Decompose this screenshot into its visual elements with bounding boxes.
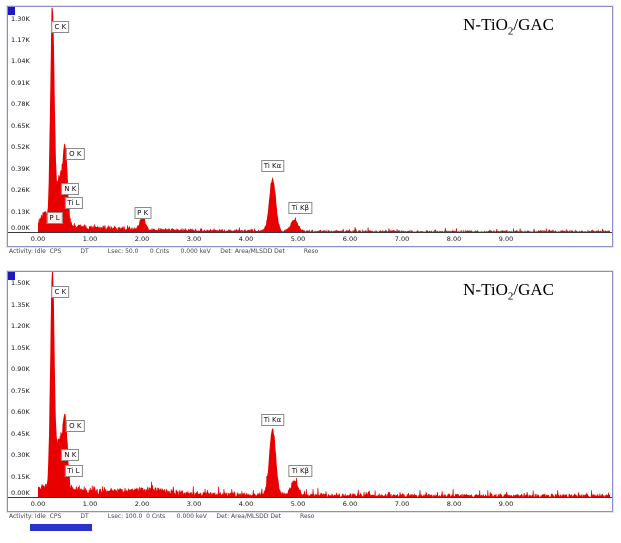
x-tick-label: 0.00 <box>30 235 46 243</box>
x-tick-label: 7.00 <box>394 500 410 508</box>
y-tick-label: 0.78K <box>11 100 30 109</box>
y-tick-label: 0.65K <box>11 121 30 130</box>
x-tick-label: 1.00 <box>82 235 98 243</box>
plot-frame: 1.30K 1.17K 1.04K 0.91K 0.78K 0.65K 0.52K 0.39K… <box>7 6 613 247</box>
chart-title: N-TiO2/GAC <box>463 280 554 302</box>
y-tick-label: 0.39K <box>11 164 30 173</box>
x-tick-label: 4.00 <box>238 500 254 508</box>
plot-frame: 1.50K 1.35K 1.20K 1.05K 0.90K 0.75K 0.60K 0.45K… <box>7 271 613 512</box>
y-tick-label: 0.90K <box>11 365 30 374</box>
spectrum-curve <box>38 272 610 498</box>
peak-label: C K <box>51 285 70 298</box>
peak-label: P K <box>134 206 152 219</box>
y-tick-label: 1.05K <box>11 343 30 352</box>
y-tick-label: 1.30K <box>11 14 30 23</box>
corner-marker <box>8 7 15 15</box>
y-axis: 1.30K 1.17K 1.04K 0.91K 0.78K 0.65K 0.52K 0.39K… <box>8 7 38 233</box>
x-tick-label: 2.00 <box>134 235 150 243</box>
y-tick-label: 0.00K <box>11 224 30 232</box>
y-tick-label: 0.52K <box>11 143 30 152</box>
y-tick-label: 1.35K <box>11 300 30 309</box>
peak-label: N K <box>61 448 80 461</box>
peak-label: Ti Kα <box>260 414 285 427</box>
x-tick-label: 9.00 <box>498 500 514 508</box>
y-tick-label: 0.13K <box>11 207 30 216</box>
peak-label: Ti L <box>64 197 83 210</box>
status-bar: Activity: Idle CPS DT Lsec: 50.0 0 Cnts … <box>9 248 319 255</box>
y-tick-label: 1.04K <box>11 57 30 66</box>
x-tick-label: 2.00 <box>134 500 150 508</box>
x-tick-label: 8.00 <box>446 500 462 508</box>
y-tick-label: 1.20K <box>11 322 30 331</box>
peak-label: Ti L <box>64 464 83 477</box>
peak-label: C K <box>51 20 70 33</box>
plot-area: 1.30K 1.17K 1.04K 0.91K 0.78K 0.65K 0.52K 0.39K… <box>8 7 612 233</box>
y-tick-label: 0.91K <box>11 78 30 87</box>
x-tick-label: 3.00 <box>186 500 202 508</box>
x-tick-label: 7.00 <box>394 235 410 243</box>
title-suffix: /GAC <box>513 15 554 34</box>
peak-label: Ti Kα <box>260 159 285 172</box>
peak-label: Ti Kβ <box>288 202 313 215</box>
status-bar: Activity: Idle CPS DT Lsec: 100.0 0 Cnts… <box>9 513 315 520</box>
eds-spectrum-panel-top: 1.30K 1.17K 1.04K 0.91K 0.78K 0.65K 0.52K 0.39K… <box>7 6 613 258</box>
y-tick-label: 0.15K <box>11 472 30 481</box>
x-tick-label: 8.00 <box>446 235 462 243</box>
peak-label: P L <box>46 211 63 224</box>
corner-marker <box>8 272 15 280</box>
y-tick-label: 1.17K <box>11 35 30 44</box>
x-tick-label: 5.00 <box>290 500 306 508</box>
y-tick-label: 0.75K <box>11 386 30 395</box>
title-suffix: /GAC <box>513 280 554 299</box>
peak-label: O K <box>66 420 85 433</box>
y-tick-label: 1.50K <box>11 279 30 288</box>
title-prefix: N-TiO <box>463 280 508 299</box>
title-subscript: 2 <box>507 25 514 38</box>
plot-area: 1.50K 1.35K 1.20K 1.05K 0.90K 0.75K 0.60K 0.45K… <box>8 272 612 498</box>
y-tick-label: 0.30K <box>11 451 30 460</box>
y-axis: 1.50K 1.35K 1.20K 1.05K 0.90K 0.75K 0.60K 0.45K… <box>8 272 38 498</box>
x-axis: 0.00 1.00 2.00 3.00 4.00 5.00 6.00 7.00 8.00 9.00 <box>8 497 612 511</box>
peak-label: Ti Kβ <box>288 465 313 478</box>
x-tick-label: 9.00 <box>498 235 514 243</box>
y-tick-label: 0.60K <box>11 408 30 417</box>
x-tick-label: 6.00 <box>342 235 358 243</box>
x-axis: 0.00 1.00 2.00 3.00 4.00 5.00 6.00 7.00 8.00 9.00 <box>8 232 612 246</box>
peak-labels: C K O K N K Ti L Ti Kα Ti Kβ <box>8 272 612 498</box>
chart-title: N-TiO2/GAC <box>463 15 554 37</box>
x-tick-label: 1.00 <box>82 500 98 508</box>
status-progress-bar <box>30 524 92 531</box>
y-tick-label: 0.26K <box>11 186 30 195</box>
title-subscript: 2 <box>507 290 514 303</box>
title-prefix: N-TiO <box>463 15 508 34</box>
x-tick-label: 3.00 <box>186 235 202 243</box>
x-tick-label: 4.00 <box>238 235 254 243</box>
y-tick-label: 0.00K <box>11 489 30 497</box>
eds-spectrum-panel-bottom: 1.50K 1.35K 1.20K 1.05K 0.90K 0.75K 0.60K 0.45K… <box>7 271 613 523</box>
x-tick-label: 6.00 <box>342 500 358 508</box>
x-tick-label: 5.00 <box>290 235 306 243</box>
x-tick-label: 0.00 <box>30 500 46 508</box>
peak-label: N K <box>61 183 80 196</box>
peak-label: O K <box>66 148 85 161</box>
spectrum-curve <box>38 7 610 233</box>
y-tick-label: 0.45K <box>11 429 30 438</box>
